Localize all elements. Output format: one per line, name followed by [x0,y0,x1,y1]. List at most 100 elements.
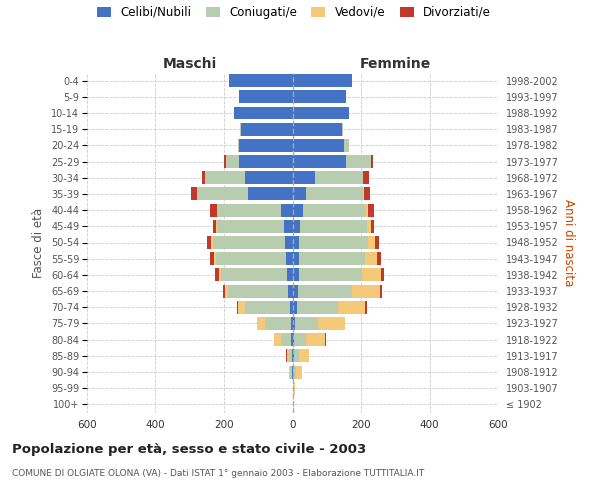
Bar [293,301,296,314]
Bar [338,301,365,314]
Bar [239,90,293,104]
Bar [281,333,292,346]
Bar [223,284,225,298]
Bar [364,172,368,184]
Bar [285,236,293,249]
Text: Femmine: Femmine [359,57,431,71]
Bar [293,284,298,298]
Bar [284,220,293,233]
Bar [293,333,294,346]
Bar [216,220,217,233]
Bar [197,188,248,200]
Bar [292,333,293,346]
Bar [368,204,374,216]
Bar [365,301,367,314]
Bar [292,350,293,362]
Bar [286,252,293,265]
Bar [274,333,281,346]
Bar [362,268,381,281]
Bar [364,188,370,200]
Bar [296,301,338,314]
Bar [211,252,214,265]
Bar [293,90,346,104]
Bar [216,252,286,265]
Bar [317,317,345,330]
Bar [365,252,377,265]
Text: Popolazione per età, sesso e stato civile - 2003: Popolazione per età, sesso e stato civil… [12,442,366,456]
Bar [300,220,367,233]
Bar [245,301,290,314]
Bar [205,172,245,184]
Bar [191,188,197,200]
Bar [224,155,226,168]
Bar [293,106,349,120]
Bar [296,366,302,378]
Y-axis label: Fasce di età: Fasce di età [32,208,46,278]
Bar [219,268,221,281]
Bar [214,252,216,265]
Bar [293,74,352,87]
Bar [346,155,371,168]
Legend: Celibi/Nubili, Coniugati/e, Vedovi/e, Divorziati/e: Celibi/Nubili, Coniugati/e, Vedovi/e, Di… [97,6,491,19]
Bar [293,317,295,330]
Bar [293,268,299,281]
Bar [377,252,381,265]
Bar [225,284,229,298]
Bar [295,317,317,330]
Bar [289,350,292,362]
Bar [342,122,343,136]
Bar [352,284,380,298]
Bar [298,284,352,298]
Bar [265,317,291,330]
Bar [299,268,362,281]
Bar [380,284,382,298]
Bar [293,204,303,216]
Bar [290,366,292,378]
Bar [381,268,384,281]
Bar [245,172,293,184]
Text: Maschi: Maschi [163,57,217,71]
Bar [306,188,363,200]
Bar [293,366,296,378]
Bar [215,268,219,281]
Bar [344,139,349,152]
Bar [229,284,289,298]
Bar [281,204,293,216]
Bar [291,317,293,330]
Bar [234,106,293,120]
Bar [217,220,284,233]
Bar [287,350,289,362]
Bar [293,188,306,200]
Bar [293,220,300,233]
Bar [213,236,285,249]
Bar [299,236,368,249]
Bar [217,204,281,216]
Bar [289,284,293,298]
Bar [287,268,293,281]
Bar [315,172,363,184]
Bar [229,74,293,87]
Bar [239,155,293,168]
Bar [238,301,245,314]
Bar [294,333,306,346]
Bar [363,188,364,200]
Bar [371,220,374,233]
Bar [293,155,346,168]
Bar [289,366,290,378]
Bar [241,122,293,136]
Bar [299,350,309,362]
Bar [293,122,342,136]
Bar [293,382,295,394]
Bar [212,220,216,233]
Bar [248,188,293,200]
Bar [293,236,299,249]
Bar [238,139,239,152]
Bar [293,252,299,265]
Bar [293,139,344,152]
Bar [375,236,379,249]
Bar [325,333,326,346]
Bar [239,139,293,152]
Bar [211,236,213,249]
Bar [368,236,375,249]
Bar [371,155,373,168]
